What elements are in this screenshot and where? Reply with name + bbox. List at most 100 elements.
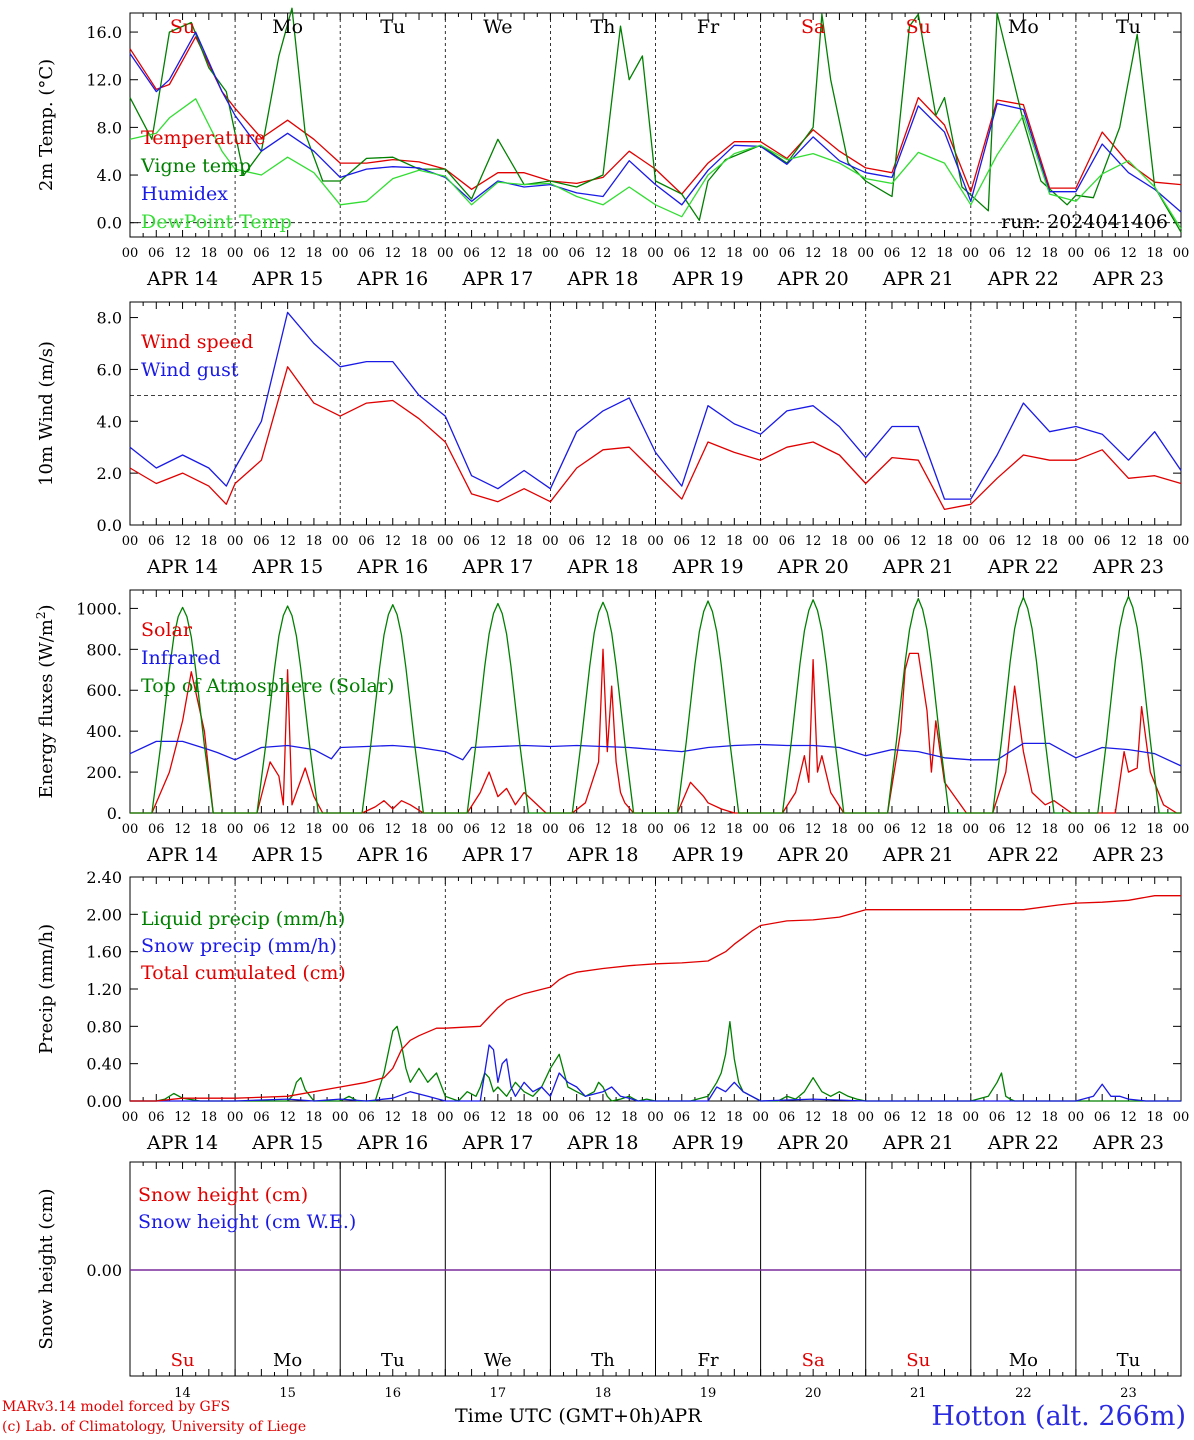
date-label: APR 15 bbox=[251, 1132, 323, 1154]
hour-tick-label: 06 bbox=[463, 1110, 480, 1125]
hour-tick-label: 00 bbox=[1068, 246, 1085, 261]
hour-tick-label: 12 bbox=[279, 822, 296, 837]
hour-tick-label: 06 bbox=[358, 534, 375, 549]
y-tick-label: 0.40 bbox=[86, 1055, 122, 1074]
hour-tick-label: 00 bbox=[227, 822, 244, 837]
hour-tick-label: 12 bbox=[595, 246, 612, 261]
y-tick-label: 2.0 bbox=[97, 464, 122, 483]
y-axis-title: 2m Temp. (°C) bbox=[36, 59, 57, 191]
y-tick-label: 2.40 bbox=[86, 868, 122, 887]
hour-tick-label: 00 bbox=[857, 246, 874, 261]
hour-tick-label: 00 bbox=[963, 822, 980, 837]
y-tick-label: 0. bbox=[107, 804, 122, 823]
date-label: APR 19 bbox=[672, 556, 744, 578]
weekday-label: Tu bbox=[1117, 1350, 1141, 1371]
hour-tick-label: 12 bbox=[805, 822, 822, 837]
date-label: APR 23 bbox=[1092, 556, 1164, 578]
plot-frame bbox=[129, 589, 1182, 814]
y-tick-label: 4.0 bbox=[97, 412, 122, 431]
hour-tick-label: 06 bbox=[358, 246, 375, 261]
panel-1: 0.0 4.0 8.0 12.0 16.0 2m Temp. (°C) Temperatur… bbox=[36, 7, 1190, 290]
date-label: APR 22 bbox=[987, 1132, 1059, 1154]
y-tick-label: 600. bbox=[86, 681, 122, 700]
y-axis-title: 10m Wind (m/s) bbox=[36, 341, 57, 486]
plot-frame bbox=[129, 12, 1182, 238]
hour-tick-label: 00 bbox=[857, 822, 874, 837]
plot-frame bbox=[129, 301, 1182, 526]
series-line-wind-speed bbox=[129, 366, 1182, 511]
series-line-temperature bbox=[129, 36, 1182, 195]
hour-tick-label: 18 bbox=[831, 822, 848, 837]
hour-tick-label: 18 bbox=[831, 534, 848, 549]
legend-entry: Wind speed bbox=[141, 331, 253, 353]
hour-tick-label: 18 bbox=[201, 822, 218, 837]
hour-tick-label: 18 bbox=[621, 246, 638, 261]
series-line-vigne-temp bbox=[129, 7, 1182, 233]
hour-tick-label: 18 bbox=[1041, 246, 1058, 261]
legend-entry: Infrared bbox=[141, 647, 221, 669]
hour-tick-label: 06 bbox=[1094, 822, 1111, 837]
hour-tick-label: 06 bbox=[148, 534, 165, 549]
date-label: APR 23 bbox=[1092, 844, 1164, 866]
hour-tick-label: 18 bbox=[726, 534, 743, 549]
hour-tick-label: 18 bbox=[201, 246, 218, 261]
hour-tick-label: 06 bbox=[358, 1110, 375, 1125]
y-tick-label: 2.00 bbox=[86, 905, 122, 924]
day-number-label: 19 bbox=[700, 1386, 717, 1400]
hour-tick-label: 18 bbox=[411, 1110, 428, 1125]
y-axis-title: Energy fluxes (W/m2) bbox=[34, 604, 57, 798]
station-name: Hotton (alt. 266m) bbox=[931, 1401, 1186, 1432]
date-label: APR 14 bbox=[146, 556, 218, 578]
hour-tick-label: 18 bbox=[726, 1110, 743, 1125]
legend-entry: Snow height (cm) bbox=[138, 1184, 308, 1206]
hour-tick-label: 12 bbox=[1120, 1110, 1137, 1125]
hour-tick-label: 18 bbox=[306, 534, 323, 549]
hour-tick-label: 18 bbox=[1041, 534, 1058, 549]
hour-tick-label: 06 bbox=[253, 534, 270, 549]
legend-entry: DewPoint Temp bbox=[141, 211, 292, 233]
day-number-label: 22 bbox=[1015, 1386, 1032, 1400]
y-tick-label: 1000. bbox=[76, 599, 122, 618]
date-label: APR 15 bbox=[251, 844, 323, 866]
day-number-label: 21 bbox=[910, 1386, 927, 1400]
weekday-label: Mo bbox=[1009, 1350, 1038, 1371]
weekday-label: Fr bbox=[697, 16, 720, 38]
day-number-label: 14 bbox=[174, 1386, 191, 1400]
y-tick-label: 8.0 bbox=[97, 309, 122, 328]
y-tick-label: 1.60 bbox=[86, 943, 122, 962]
hour-tick-label: 00 bbox=[647, 822, 664, 837]
legend-entry: Snow precip (mm/h) bbox=[141, 935, 337, 957]
hour-tick-label: 00 bbox=[752, 822, 769, 837]
hour-tick-label: 06 bbox=[884, 822, 901, 837]
hour-tick-label: 06 bbox=[568, 822, 585, 837]
hour-tick-label: 00 bbox=[542, 822, 559, 837]
hour-tick-label: 18 bbox=[1041, 1110, 1058, 1125]
hour-tick-label: 18 bbox=[306, 246, 323, 261]
hour-tick-label: 12 bbox=[174, 1110, 191, 1125]
y-tick-label: 200. bbox=[86, 763, 122, 782]
y-tick-label: 6.0 bbox=[97, 360, 122, 379]
hour-tick-label: 18 bbox=[516, 822, 533, 837]
hour-tick-label: 00 bbox=[227, 1110, 244, 1125]
hour-tick-label: 18 bbox=[1146, 246, 1163, 261]
hour-tick-label: 00 bbox=[437, 822, 454, 837]
date-label: APR 22 bbox=[987, 556, 1059, 578]
hour-tick-label: 00 bbox=[227, 534, 244, 549]
hour-tick-label: 18 bbox=[621, 1110, 638, 1125]
hour-tick-label: 00 bbox=[1173, 246, 1190, 261]
hour-tick-label: 12 bbox=[1015, 1110, 1032, 1125]
panel-3: 0. 200. 400. 600. 800. 1000. Energy fluxes (W/… bbox=[34, 589, 1189, 866]
hour-tick-label: 12 bbox=[910, 246, 927, 261]
hour-tick-label: 18 bbox=[831, 1110, 848, 1125]
hour-tick-label: 18 bbox=[621, 822, 638, 837]
weekday-label: Th bbox=[590, 16, 615, 38]
hour-tick-label: 18 bbox=[1146, 1110, 1163, 1125]
hour-tick-label: 06 bbox=[148, 246, 165, 261]
hour-tick-label: 06 bbox=[148, 822, 165, 837]
date-label: APR 22 bbox=[987, 268, 1059, 290]
day-number-label: 17 bbox=[490, 1386, 507, 1400]
hour-tick-label: 12 bbox=[595, 1110, 612, 1125]
date-label: APR 16 bbox=[356, 268, 428, 290]
series-line-liquid-precip-mm-h- bbox=[130, 1021, 1181, 1102]
hour-tick-label: 06 bbox=[1094, 246, 1111, 261]
